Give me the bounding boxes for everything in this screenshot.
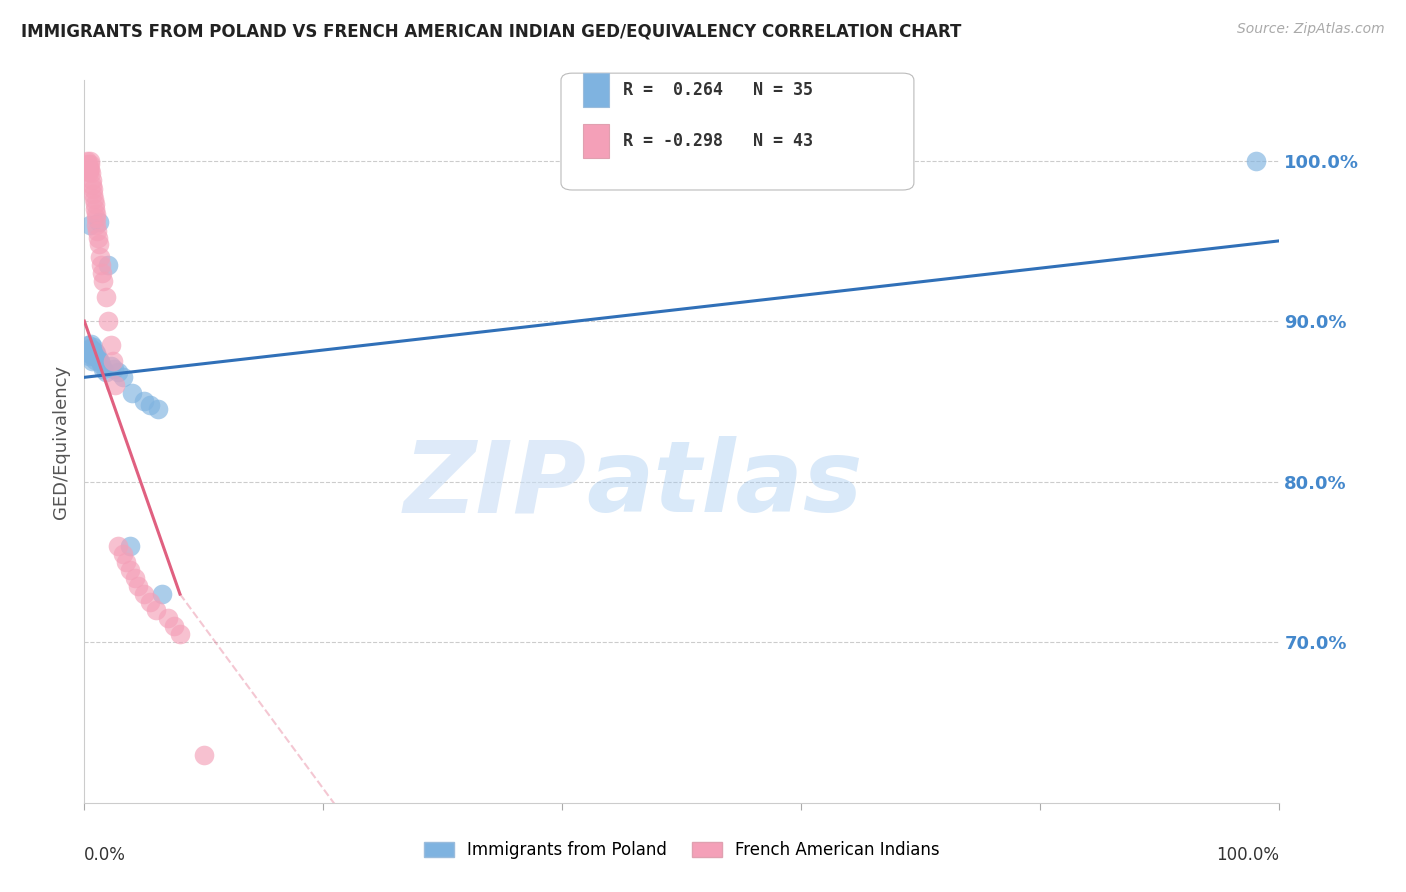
Text: Source: ZipAtlas.com: Source: ZipAtlas.com: [1237, 22, 1385, 37]
Point: [79, 157, 101, 171]
Point: [86, 346, 108, 360]
Point: [97, 258, 120, 272]
Point: [82, 348, 104, 362]
Point: [93, 274, 115, 288]
Point: [80, 166, 103, 180]
Point: [86, 211, 108, 226]
Point: [101, 354, 124, 368]
Text: 100.0%: 100.0%: [1216, 847, 1279, 864]
Point: [107, 539, 129, 553]
Point: [82, 346, 104, 360]
Point: [148, 402, 170, 417]
Point: [97, 314, 120, 328]
Point: [80, 354, 103, 368]
Point: [118, 563, 141, 577]
Point: [132, 394, 156, 409]
Point: [77, 350, 100, 364]
Point: [124, 571, 146, 585]
Y-axis label: GED/Equivalency: GED/Equivalency: [52, 365, 70, 518]
Point: [100, 338, 122, 352]
Point: [86, 230, 108, 244]
Point: [84, 352, 107, 367]
Point: [132, 587, 156, 601]
Point: [77, 161, 100, 176]
Point: [87, 237, 110, 252]
Text: R =  0.264   N = 35: R = 0.264 N = 35: [623, 81, 813, 99]
Point: [111, 370, 134, 384]
Point: [83, 344, 105, 359]
Point: [77, 346, 100, 360]
Text: atlas: atlas: [586, 436, 863, 533]
Point: [111, 547, 134, 561]
Point: [76, 343, 98, 357]
Point: [100, 359, 122, 373]
Point: [82, 340, 104, 354]
Text: 0.0%: 0.0%: [84, 847, 127, 864]
Point: [193, 747, 215, 762]
Text: ZIP: ZIP: [404, 436, 586, 533]
Point: [77, 165, 100, 179]
Point: [104, 378, 127, 392]
Point: [157, 611, 180, 625]
Point: [84, 202, 107, 216]
Point: [93, 362, 115, 376]
Point: [127, 579, 149, 593]
Point: [118, 539, 141, 553]
Point: [82, 187, 104, 202]
Point: [80, 336, 103, 351]
Point: [89, 354, 111, 368]
Point: [77, 338, 100, 352]
Legend: Immigrants from Poland, French American Indians: Immigrants from Poland, French American …: [423, 841, 941, 860]
Point: [79, 153, 101, 168]
Point: [169, 627, 191, 641]
Point: [90, 358, 112, 372]
Point: [84, 348, 107, 362]
Point: [82, 182, 104, 196]
Point: [80, 173, 103, 187]
Point: [94, 290, 117, 304]
Point: [82, 178, 104, 192]
Text: R = -0.298   N = 43: R = -0.298 N = 43: [623, 132, 813, 150]
Point: [90, 258, 112, 272]
Point: [145, 603, 167, 617]
Point: [115, 555, 138, 569]
Point: [84, 206, 107, 220]
Point: [89, 250, 111, 264]
Point: [121, 386, 143, 401]
Point: [83, 350, 105, 364]
Point: [83, 192, 105, 206]
Point: [79, 161, 101, 176]
Point: [83, 197, 105, 211]
Point: [79, 342, 101, 356]
Point: [139, 398, 162, 412]
Point: [139, 595, 162, 609]
Point: [87, 214, 110, 228]
Point: [91, 266, 114, 280]
Point: [1244, 153, 1267, 168]
Point: [82, 343, 104, 357]
Point: [150, 587, 173, 601]
Text: IMMIGRANTS FROM POLAND VS FRENCH AMERICAN INDIAN GED/EQUIVALENCY CORRELATION CHA: IMMIGRANTS FROM POLAND VS FRENCH AMERICA…: [21, 22, 962, 40]
Point: [163, 619, 186, 633]
Point: [107, 366, 129, 380]
Point: [86, 218, 108, 232]
Point: [76, 153, 98, 168]
Point: [94, 366, 117, 380]
Point: [77, 157, 100, 171]
Point: [79, 218, 101, 232]
Point: [103, 362, 125, 376]
Point: [86, 351, 108, 365]
Point: [86, 224, 108, 238]
